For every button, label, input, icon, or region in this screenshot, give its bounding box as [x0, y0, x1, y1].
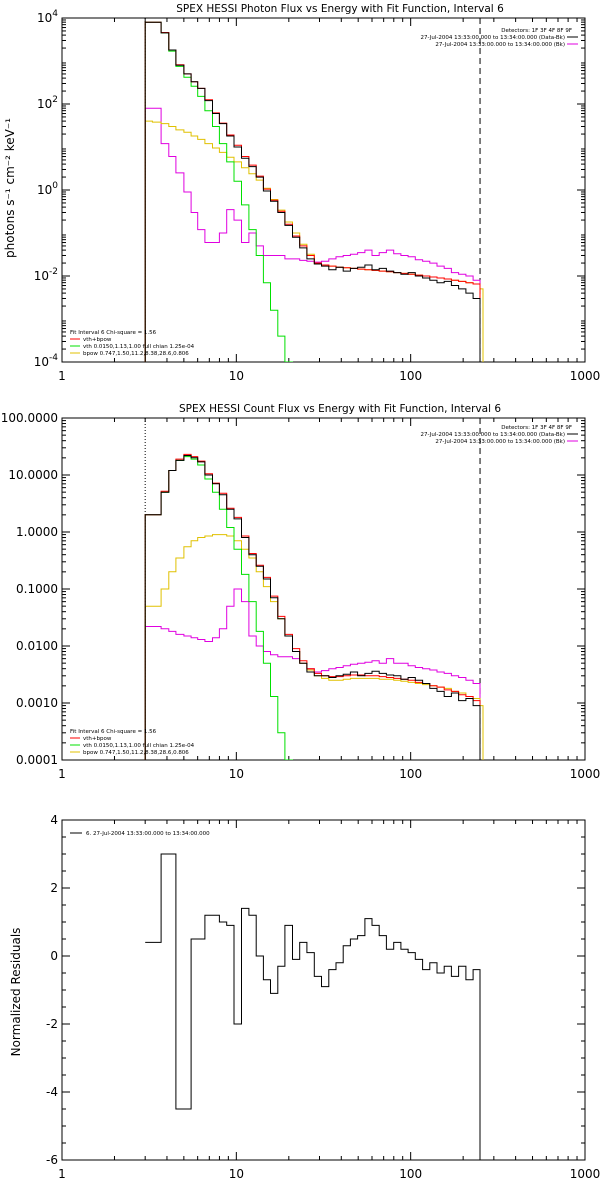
fit-total-label: vth+bpow: [83, 736, 112, 742]
y-tick-label: 0.0010: [16, 696, 58, 710]
x-tick-label: 100: [399, 767, 422, 781]
y-tick-base: 10: [37, 183, 52, 197]
y-tick-exponent: -4: [49, 353, 58, 363]
plot-frame: [61, 819, 586, 1161]
y-tick-base: 10: [34, 355, 49, 369]
series-data-line: [144, 21, 481, 362]
fit-bpow-label: bpow 0.747,1.50,11.2,8.38,28.6,0.806: [83, 351, 189, 357]
legend-data-label: 27-Jul-2004 13:33:00.000 to 13:34:00.000…: [421, 35, 566, 41]
residuals-ylabel: Normalized Residuals: [9, 928, 23, 1057]
count-flux-plot: [61, 417, 586, 761]
plot-frame: [61, 417, 586, 761]
y-tick-label: 100.0000: [1, 411, 58, 425]
x-tick-label: 100: [399, 1167, 422, 1181]
x-tick-label: 1: [58, 767, 66, 781]
legend-bk-label: 27-Jul-2004 13:33:00.000 to 13:34:00.000…: [435, 439, 565, 445]
x-tick-label: 1000: [570, 767, 600, 781]
y-tick-label: 2: [50, 881, 58, 895]
series-bpow-line: [144, 534, 484, 760]
photon-flux-panel: SPEX HESSI Photon Flux vs Energy with Fi…: [3, 3, 600, 383]
legend-detectors: Detectors: 1F 3F 4F 8F 9F: [501, 425, 572, 431]
count-flux-legend: Detectors: 1F 3F 4F 8F 9F 27-Jul-2004 13…: [421, 425, 578, 445]
photon-flux-title: SPEX HESSI Photon Flux vs Energy with Fi…: [176, 3, 504, 15]
x-tick-label: 10: [229, 1167, 244, 1181]
count-flux-panel: SPEX HESSI Count Flux vs Energy with Fit…: [1, 403, 600, 781]
residuals-panel: Normalized Residuals 1 10 100 1000 -6 -4 -2 0 2 4…: [9, 813, 600, 1181]
y-tick-exponent: 4: [52, 9, 58, 19]
count-flux-title: SPEX HESSI Count Flux vs Energy with Fit…: [179, 403, 501, 415]
series-total-line: [144, 21, 481, 362]
photon-flux-fit-legend: Fit Interval 6 Chi-square = 1.56 vth+bpo…: [70, 330, 195, 357]
series-total-line: [144, 453, 481, 760]
y-tick-exponent: 0: [52, 181, 58, 191]
legend-bk-label: 27-Jul-2004 13:33:00.000 to 13:34:00.000…: [435, 42, 565, 48]
y-tick-base: 10: [34, 269, 49, 283]
y-tick-base: 10: [37, 11, 52, 25]
residuals-plot: [61, 819, 586, 1161]
y-tick-label: 100: [37, 181, 58, 197]
x-tick-label: 1000: [570, 1167, 600, 1181]
y-tick-label: 0.0001: [16, 753, 58, 767]
x-tick-label: 1: [58, 1167, 66, 1181]
y-tick-label: -4: [46, 1085, 58, 1099]
x-tick-label: 10: [229, 369, 244, 383]
count-flux-fit-legend: Fit Interval 6 Chi-square = 1.56 vth+bpo…: [70, 729, 195, 756]
x-tick-label: 1000: [570, 369, 600, 383]
count-flux-tick-labels: 1 10 100 1000 0.0001 0.0010 0.0100 0.1000 1.0000…: [1, 411, 600, 781]
y-tick-label: 10-4: [34, 353, 59, 369]
y-tick-exponent: 2: [52, 95, 58, 105]
y-tick-base: 10: [37, 97, 52, 111]
photon-flux-legend: Detectors: 1F 3F 4F 8F 9F 27-Jul-2004 13…: [421, 28, 578, 48]
series-bk-line: [144, 588, 481, 760]
fit-vth-label: vth 0.0150,1.13,1.00 full chian 1.25e-04: [83, 743, 195, 749]
series-bk-line: [144, 107, 481, 362]
y-tick-label: 0: [50, 949, 58, 963]
fit-total-label: vth+bpow: [83, 337, 112, 343]
y-tick-label: 104: [37, 9, 58, 25]
y-tick-label: -2: [46, 1017, 58, 1031]
x-tick-label: 100: [399, 369, 422, 383]
photon-flux-ylabel: photons s⁻¹ cm⁻² keV⁻¹: [3, 118, 17, 258]
plot-frame: [61, 17, 586, 363]
series-data-line: [144, 455, 481, 760]
y-tick-label: 0.1000: [16, 582, 58, 596]
fit-vth-label: vth 0.0150,1.13,1.00 full chian 1.25e-04: [83, 344, 195, 350]
fit-bpow-label: bpow 0.747,1.50,11.2,8.38,28.6,0.806: [83, 750, 189, 756]
series-vth-line: [144, 21, 293, 362]
residuals-legend: 6. 27-Jul-2004 13:33:00.000 to 13:34:00.…: [70, 831, 210, 837]
fit-chisq: Fit Interval 6 Chi-square = 1.56: [70, 729, 157, 735]
y-tick-label: 1.0000: [16, 525, 58, 539]
y-tick-exponent: -2: [49, 267, 58, 277]
series-vth-line: [144, 456, 293, 760]
series-bpow-line: [144, 120, 484, 362]
legend-data-label: 27-Jul-2004 13:33:00.000 to 13:34:00.000…: [421, 432, 566, 438]
series-data-line: [145, 853, 481, 1160]
y-tick-label: 102: [37, 95, 58, 111]
y-tick-label: 0.0100: [16, 639, 58, 653]
residuals-legend-label: 6. 27-Jul-2004 13:33:00.000 to 13:34:00.…: [86, 831, 210, 837]
y-tick-label: 10.0000: [8, 468, 58, 482]
x-tick-label: 1: [58, 369, 66, 383]
fit-chisq: Fit Interval 6 Chi-square = 1.56: [70, 330, 157, 336]
photon-flux-plot: [61, 17, 586, 363]
y-tick-label: -6: [46, 1153, 58, 1167]
x-tick-label: 10: [229, 767, 244, 781]
y-tick-label: 10-2: [34, 267, 58, 283]
y-tick-label: 4: [50, 813, 58, 827]
residuals-tick-labels: 1 10 100 1000 -6 -4 -2 0 2 4: [46, 813, 600, 1181]
legend-detectors: Detectors: 1F 3F 4F 8F 9F: [501, 28, 572, 34]
